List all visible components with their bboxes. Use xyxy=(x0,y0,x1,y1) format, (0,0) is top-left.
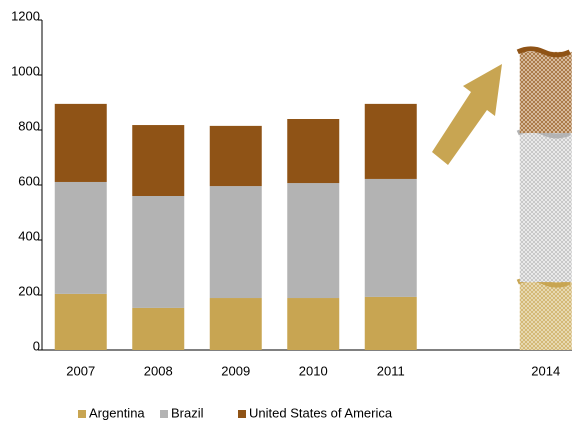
bar-segment xyxy=(364,296,417,350)
x-tick-label: 2010 xyxy=(299,363,328,378)
bar-segment xyxy=(132,307,185,350)
legend-label: Argentina xyxy=(89,405,145,420)
y-tick-label: 200 xyxy=(18,283,40,298)
bar-segment xyxy=(54,103,107,182)
y-tick-label: 0 xyxy=(33,338,40,353)
x-tick-label: 2008 xyxy=(144,363,173,378)
legend-swatch xyxy=(238,410,246,418)
bar-segment xyxy=(364,103,417,179)
bar-segment xyxy=(364,178,417,297)
x-tick-label: 2007 xyxy=(66,363,95,378)
y-tick-label: 800 xyxy=(18,118,40,133)
x-tick-label: 2011 xyxy=(377,363,405,378)
y-tick-label: 1000 xyxy=(11,63,40,78)
break-wave xyxy=(516,46,571,58)
bar-segment xyxy=(54,293,107,350)
bar-segment xyxy=(519,133,572,283)
bar-segment xyxy=(209,298,262,350)
bar-segment xyxy=(287,183,340,299)
bar-segment xyxy=(519,282,572,350)
y-tick-label: 1200 xyxy=(11,8,40,23)
legend-swatch xyxy=(160,410,168,418)
bar-segment xyxy=(287,119,340,184)
x-tick-label: 2014 xyxy=(531,363,560,378)
bar-segment xyxy=(132,125,185,196)
bar-segment xyxy=(519,51,572,134)
bar-segment xyxy=(287,298,340,350)
y-tick-label: 400 xyxy=(18,228,40,243)
bar-segment xyxy=(54,181,107,294)
bar-segment xyxy=(132,196,185,308)
x-tick-label: 2009 xyxy=(221,363,250,378)
bar-segment xyxy=(209,186,262,299)
legend-label: Brazil xyxy=(171,405,204,420)
bar-segment xyxy=(209,125,262,187)
y-tick-label: 600 xyxy=(18,173,40,188)
legend-swatch xyxy=(78,410,86,418)
legend-label: United States of America xyxy=(249,405,393,420)
growth-arrow xyxy=(432,64,502,165)
